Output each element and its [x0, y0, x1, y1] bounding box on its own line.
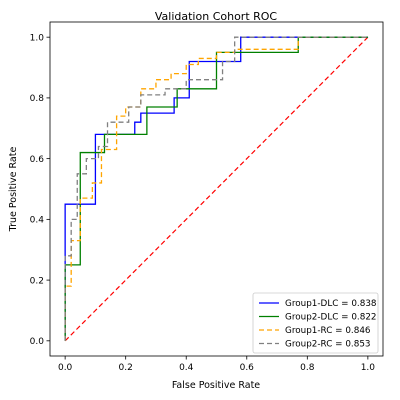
series-line-4: [64, 36, 368, 341]
legend-label-2: Group2-DLC = 0.822: [285, 313, 377, 323]
y-tick-label: 0.0: [30, 337, 45, 347]
x-axis-ticks: 0.0 0.2 0.4 0.6 0.8 1.0: [58, 356, 375, 373]
x-tick-label: 0.8: [300, 363, 315, 373]
y-tick-label: 0.8: [30, 94, 45, 104]
legend-label-1: Group1-DLC = 0.838: [285, 299, 377, 309]
legend-box: [252, 292, 379, 354]
chart-title: Validation Cohort ROC: [155, 10, 278, 23]
x-axis-label: False Positive Rate: [172, 380, 260, 391]
y-tick-label: 0.6: [30, 155, 45, 165]
y-tick-label: 0.4: [30, 216, 45, 226]
x-tick-label: 0.6: [240, 363, 255, 373]
x-tick-label: 0.0: [58, 363, 73, 373]
legend: Group1-DLC = 0.838 Group2-DLC = 0.822 Grou…: [252, 292, 379, 354]
x-tick-label: 0.2: [119, 363, 133, 373]
y-tick-label: 0.2: [30, 276, 44, 286]
x-tick-label: 0.4: [179, 363, 194, 373]
plot-area: [49, 21, 384, 357]
plot-lines: [64, 36, 369, 342]
plot-frame: [49, 21, 384, 357]
legend-label-3: Group1-RC = 0.846: [285, 326, 371, 336]
y-tick-label: 1.0: [30, 33, 45, 43]
y-axis-label: True Positive Rate: [8, 147, 19, 233]
x-tick-label: 1.0: [361, 363, 376, 373]
y-axis-ticks: 0.0 0.2 0.4 0.6 0.8 1.0: [30, 33, 50, 347]
legend-label-4: Group2-RC = 0.853: [285, 340, 371, 350]
